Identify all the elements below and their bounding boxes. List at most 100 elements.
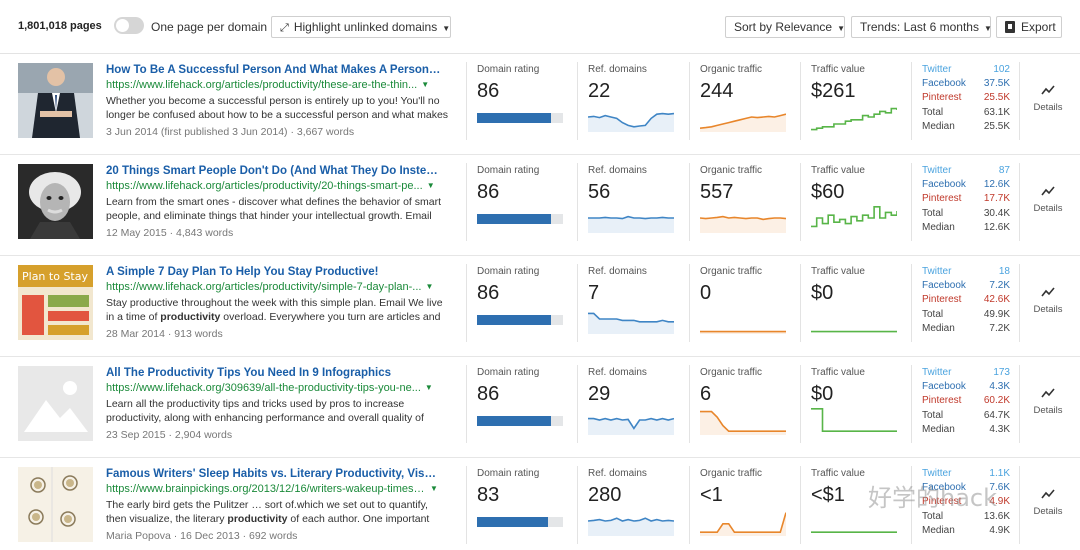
result-row: How To Be A Successful Person And What M… — [0, 54, 1080, 155]
details-label[interactable]: Details — [1033, 405, 1063, 416]
social-shares: Twitter 1.1K Facebook 7.6K Pinterest 4.9K Tota… — [922, 468, 1010, 539]
median-shares: Median 4.9K — [922, 525, 1010, 539]
median-shares: Median 12.6K — [922, 222, 1010, 236]
total-shares: Total 64.7K — [922, 410, 1010, 424]
trends-label: Trends: Last 6 months — [860, 20, 979, 34]
snippet-text: Whether you become a successful person i… — [106, 95, 449, 121]
twitter-shares: Twitter 87 — [922, 165, 1010, 179]
total-shares: Total 63.1K — [922, 107, 1010, 121]
url-dropdown-icon[interactable]: ▼ — [424, 383, 433, 392]
url-dropdown-icon[interactable]: ▼ — [430, 484, 438, 493]
export-button[interactable]: Export — [996, 16, 1062, 38]
organic-traffic-value[interactable]: 244 — [700, 80, 734, 102]
traffic-value-sparkline-line — [811, 206, 898, 228]
article-thumbnail: Plan to Stay — [18, 265, 93, 340]
median-count: 4.3K — [989, 423, 1010, 435]
article-snippet: Learn from the smart ones - discover wha… — [106, 195, 451, 223]
traffic-value-label: Traffic value — [811, 468, 865, 479]
pinterest-shares: Pinterest 60.2K — [922, 395, 1010, 409]
median-label: Median — [922, 423, 955, 435]
details-label[interactable]: Details — [1033, 304, 1063, 315]
details-button[interactable]: Details — [1032, 84, 1064, 113]
url-dropdown-icon[interactable]: ▼ — [421, 80, 430, 89]
facebook-label: Facebook — [922, 482, 966, 494]
snippet-text: Stay productive throughout the week with… — [106, 297, 443, 323]
article-title-link[interactable]: 20 Things Smart People Don't Do (And Wha… — [106, 165, 441, 177]
details-button[interactable]: Details — [1032, 185, 1064, 214]
article-meta: Maria Popova · 16 Dec 2013 · 692 words — [106, 530, 298, 542]
organic-traffic-sparkline-line — [699, 215, 787, 221]
ref-domains-sparkline-line — [588, 215, 674, 220]
total-count: 63.1K — [983, 106, 1010, 118]
total-shares: Total 30.4K — [922, 208, 1010, 222]
organic-traffic-sparkline-line — [700, 512, 787, 533]
ref-domains-sparkline — [587, 102, 675, 132]
article-url-text[interactable]: https://www.brainpickings.org/2013/12/16… — [106, 483, 426, 495]
ref-domains-value[interactable]: 7 — [588, 282, 600, 304]
sort-dropdown[interactable]: Sort by Relevance ▼ — [725, 16, 845, 38]
article-thumbnail — [18, 164, 93, 239]
divider — [911, 466, 912, 544]
median-label: Median — [922, 524, 955, 536]
divider — [800, 163, 801, 241]
traffic-value-value: $60 — [811, 181, 845, 203]
ref-domains-sparkline — [588, 405, 675, 435]
traffic-value-label: Traffic value — [811, 165, 865, 176]
article-url-text[interactable]: https://www.lifehack.org/309639/all-the-… — [106, 382, 421, 394]
trend-chart-icon — [1041, 287, 1055, 297]
organic-traffic-value[interactable]: 6 — [700, 383, 712, 405]
article-title-link[interactable]: Famous Writers' Sleep Habits vs. Literar… — [106, 468, 441, 480]
ref-domains-value[interactable]: 22 — [588, 80, 611, 102]
one-page-per-domain-toggle[interactable] — [114, 17, 144, 34]
article-url[interactable]: https://www.lifehack.org/articles/produc… — [106, 281, 441, 293]
organic-traffic-value[interactable]: <1 — [700, 484, 723, 506]
article-url[interactable]: https://www.lifehack.org/309639/all-the-… — [106, 382, 441, 394]
organic-traffic-sparkline — [700, 506, 787, 536]
facebook-label: Facebook — [922, 78, 966, 90]
article-url[interactable]: https://www.brainpickings.org/2013/12/16… — [106, 483, 441, 495]
total-label: Total — [922, 409, 944, 421]
article-url-text[interactable]: https://www.lifehack.org/articles/produc… — [106, 180, 423, 192]
divider — [911, 163, 912, 241]
domain-rating-value: 86 — [477, 282, 500, 304]
article-url[interactable]: https://www.lifehack.org/articles/produc… — [106, 180, 441, 192]
organic-traffic-value[interactable]: 557 — [700, 181, 734, 203]
article-url[interactable]: https://www.lifehack.org/articles/produc… — [106, 79, 441, 91]
details-label[interactable]: Details — [1033, 506, 1063, 517]
details-label[interactable]: Details — [1033, 203, 1063, 214]
page-count: 1,801,018 pages — [18, 20, 102, 32]
trend-chart-icon — [1041, 186, 1055, 196]
chevron-down-icon: ▼ — [983, 24, 992, 33]
organic-traffic-value[interactable]: 0 — [700, 282, 712, 304]
organic-traffic-sparkline-line — [700, 410, 786, 432]
ref-domains-value[interactable]: 29 — [588, 383, 611, 405]
ref-domains-sparkline-line — [588, 417, 675, 430]
total-label: Total — [922, 106, 944, 118]
article-title-link[interactable]: How To Be A Successful Person And What M… — [106, 64, 441, 76]
twitter-shares: Twitter 173 — [922, 367, 1010, 381]
details-button[interactable]: Details — [1032, 488, 1064, 517]
article-url-text[interactable]: https://www.lifehack.org/articles/produc… — [106, 79, 418, 91]
ref-domains-value[interactable]: 56 — [588, 181, 611, 203]
article-url-text[interactable]: https://www.lifehack.org/articles/produc… — [106, 281, 422, 293]
pinterest-label: Pinterest — [922, 395, 962, 407]
details-label[interactable]: Details — [1033, 102, 1063, 113]
url-dropdown-icon[interactable]: ▼ — [426, 181, 435, 190]
ref-domains-label: Ref. domains — [588, 266, 647, 277]
highlight-unlinked-domains-button[interactable]: ⤢ Highlight unlinked domains ▼ — [271, 16, 451, 38]
domain-rating-bar-fill — [477, 214, 551, 224]
article-title-link[interactable]: A Simple 7 Day Plan To Help You Stay Pro… — [106, 266, 379, 278]
divider — [577, 62, 578, 140]
facebook-shares: Facebook 12.6K — [922, 179, 1010, 193]
median-count: 7.2K — [989, 322, 1010, 334]
details-button[interactable]: Details — [1032, 286, 1064, 315]
ref-domains-value[interactable]: 280 — [588, 484, 622, 506]
article-title-link[interactable]: All The Productivity Tips You Need In 9 … — [106, 367, 391, 379]
median-label: Median — [922, 322, 955, 334]
toggle-label: One page per domain — [151, 20, 268, 34]
median-shares: Median 7.2K — [922, 323, 1010, 337]
twitter-label: Twitter — [922, 266, 952, 277]
details-button[interactable]: Details — [1032, 387, 1064, 416]
trends-dropdown[interactable]: Trends: Last 6 months ▼ — [851, 16, 992, 38]
url-dropdown-icon[interactable]: ▼ — [425, 282, 434, 291]
